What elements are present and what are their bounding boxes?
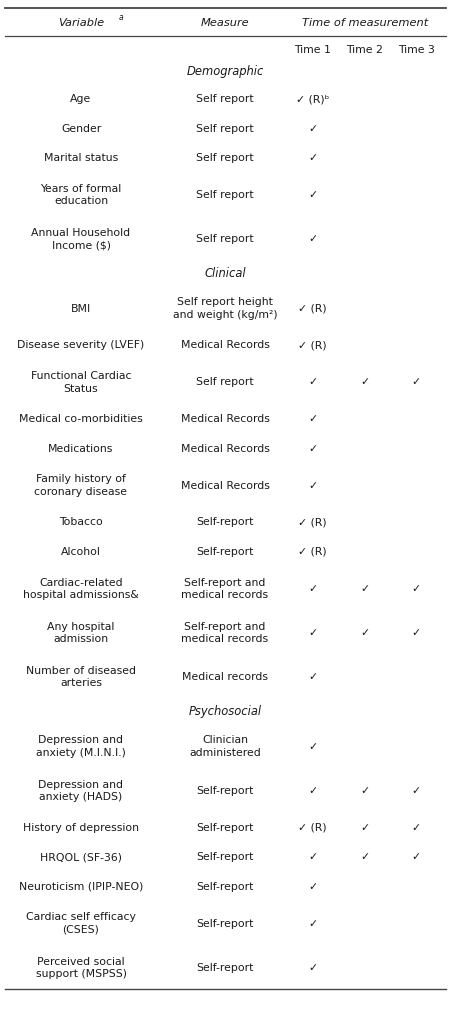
Text: Medical co-morbidities: Medical co-morbidities bbox=[19, 414, 143, 424]
Text: Medical Records: Medical Records bbox=[180, 480, 270, 490]
Text: ✓ (R)ᵇ: ✓ (R)ᵇ bbox=[296, 94, 329, 104]
Text: Years of formal
education: Years of formal education bbox=[40, 183, 122, 206]
Text: ✓: ✓ bbox=[308, 880, 317, 891]
Text: ✓ (R): ✓ (R) bbox=[298, 822, 327, 832]
Text: ✓: ✓ bbox=[360, 785, 369, 795]
Text: Number of diseased
arteries: Number of diseased arteries bbox=[26, 665, 136, 688]
Text: Clinical: Clinical bbox=[204, 267, 246, 280]
Text: ✓ (R): ✓ (R) bbox=[298, 340, 327, 351]
Text: ✓: ✓ bbox=[308, 377, 317, 387]
Text: Annual Household
Income ($): Annual Household Income ($) bbox=[32, 227, 130, 250]
Text: ✓ (R): ✓ (R) bbox=[298, 546, 327, 556]
Text: Marital status: Marital status bbox=[44, 153, 118, 163]
Text: Time of measurement: Time of measurement bbox=[302, 18, 428, 28]
Text: Self-report: Self-report bbox=[196, 880, 254, 891]
Text: Self report: Self report bbox=[196, 377, 254, 387]
Text: ✓: ✓ bbox=[308, 443, 317, 453]
Text: Cardiac self efficacy
(CSES): Cardiac self efficacy (CSES) bbox=[26, 912, 136, 933]
Text: Cardiac-related
hospital admissions&: Cardiac-related hospital admissions& bbox=[23, 577, 139, 599]
Text: Self-report: Self-report bbox=[196, 785, 254, 795]
Text: Self-report: Self-report bbox=[196, 546, 254, 556]
Text: Self-report: Self-report bbox=[196, 517, 254, 527]
Text: Neuroticism (IPIP-NEO): Neuroticism (IPIP-NEO) bbox=[19, 880, 143, 891]
Text: Medical Records: Medical Records bbox=[180, 443, 270, 453]
Text: ✓: ✓ bbox=[308, 480, 317, 490]
Text: Self-report and
medical records: Self-report and medical records bbox=[181, 622, 269, 644]
Text: ✓: ✓ bbox=[360, 822, 369, 832]
Text: Clinician
administered: Clinician administered bbox=[189, 735, 261, 757]
Text: ✓: ✓ bbox=[360, 583, 369, 593]
Text: Disease severity (LVEF): Disease severity (LVEF) bbox=[18, 340, 144, 351]
Text: ✓: ✓ bbox=[308, 583, 317, 593]
Text: BMI: BMI bbox=[71, 304, 91, 313]
Text: ✓: ✓ bbox=[412, 628, 421, 637]
Text: Self report: Self report bbox=[196, 190, 254, 200]
Text: ✓: ✓ bbox=[412, 785, 421, 795]
Text: ✓: ✓ bbox=[308, 414, 317, 424]
Text: ✓: ✓ bbox=[308, 672, 317, 682]
Text: Self report: Self report bbox=[196, 153, 254, 163]
Text: ✓: ✓ bbox=[412, 377, 421, 387]
Text: Medical Records: Medical Records bbox=[180, 414, 270, 424]
Text: Medications: Medications bbox=[48, 443, 114, 453]
Text: ✓: ✓ bbox=[308, 628, 317, 637]
Text: History of depression: History of depression bbox=[23, 822, 139, 832]
Text: ✓ (R): ✓ (R) bbox=[298, 304, 327, 313]
Text: ✓: ✓ bbox=[360, 628, 369, 637]
Text: ✓: ✓ bbox=[308, 233, 317, 244]
Text: Self-report: Self-report bbox=[196, 962, 254, 972]
Text: Measure: Measure bbox=[201, 18, 249, 28]
Text: Self report: Self report bbox=[196, 123, 254, 133]
Text: Depression and
anxiety (M.I.N.I.): Depression and anxiety (M.I.N.I.) bbox=[36, 735, 126, 757]
Text: ✓: ✓ bbox=[308, 785, 317, 795]
Text: Age: Age bbox=[70, 94, 92, 104]
Text: Alcohol: Alcohol bbox=[61, 546, 101, 556]
Text: Demographic: Demographic bbox=[186, 65, 264, 78]
Text: Self-report and
medical records: Self-report and medical records bbox=[181, 577, 269, 599]
Text: ✓: ✓ bbox=[308, 741, 317, 751]
Text: ✓: ✓ bbox=[308, 190, 317, 200]
Text: Family history of
coronary disease: Family history of coronary disease bbox=[35, 474, 127, 496]
Text: Gender: Gender bbox=[61, 123, 101, 133]
Text: Perceived social
support (MSPSS): Perceived social support (MSPSS) bbox=[36, 956, 126, 978]
Text: ✓: ✓ bbox=[308, 962, 317, 972]
Text: Time 2: Time 2 bbox=[346, 45, 383, 55]
Text: Self-report: Self-report bbox=[196, 918, 254, 927]
Text: Psychosocial: Psychosocial bbox=[189, 705, 261, 717]
Text: Functional Cardiac
Status: Functional Cardiac Status bbox=[31, 371, 131, 393]
Text: Depression and
anxiety (HADS): Depression and anxiety (HADS) bbox=[39, 779, 123, 801]
Text: ✓: ✓ bbox=[360, 377, 369, 387]
Text: HRQOL (SF-36): HRQOL (SF-36) bbox=[40, 852, 122, 861]
Text: ✓: ✓ bbox=[308, 918, 317, 927]
Text: ✓: ✓ bbox=[360, 852, 369, 861]
Text: Time 3: Time 3 bbox=[398, 45, 435, 55]
Text: ✓: ✓ bbox=[412, 822, 421, 832]
Text: Medical records: Medical records bbox=[182, 672, 268, 682]
Text: Self report height
and weight (kg/m²): Self report height and weight (kg/m²) bbox=[173, 298, 277, 320]
Text: Variable: Variable bbox=[58, 18, 104, 28]
Text: ✓: ✓ bbox=[308, 153, 317, 163]
Text: ✓: ✓ bbox=[308, 123, 317, 133]
Text: ✓: ✓ bbox=[308, 852, 317, 861]
Text: ✓: ✓ bbox=[412, 583, 421, 593]
Text: Time 1: Time 1 bbox=[294, 45, 331, 55]
Text: ✓ (R): ✓ (R) bbox=[298, 517, 327, 527]
Text: a: a bbox=[119, 13, 124, 22]
Text: Medical Records: Medical Records bbox=[180, 340, 270, 351]
Text: Self report: Self report bbox=[196, 233, 254, 244]
Text: Self report: Self report bbox=[196, 94, 254, 104]
Text: ✓: ✓ bbox=[412, 852, 421, 861]
Text: Tobacco: Tobacco bbox=[59, 517, 103, 527]
Text: Any hospital
admission: Any hospital admission bbox=[47, 622, 115, 644]
Text: Self-report: Self-report bbox=[196, 822, 254, 832]
Text: Self-report: Self-report bbox=[196, 852, 254, 861]
